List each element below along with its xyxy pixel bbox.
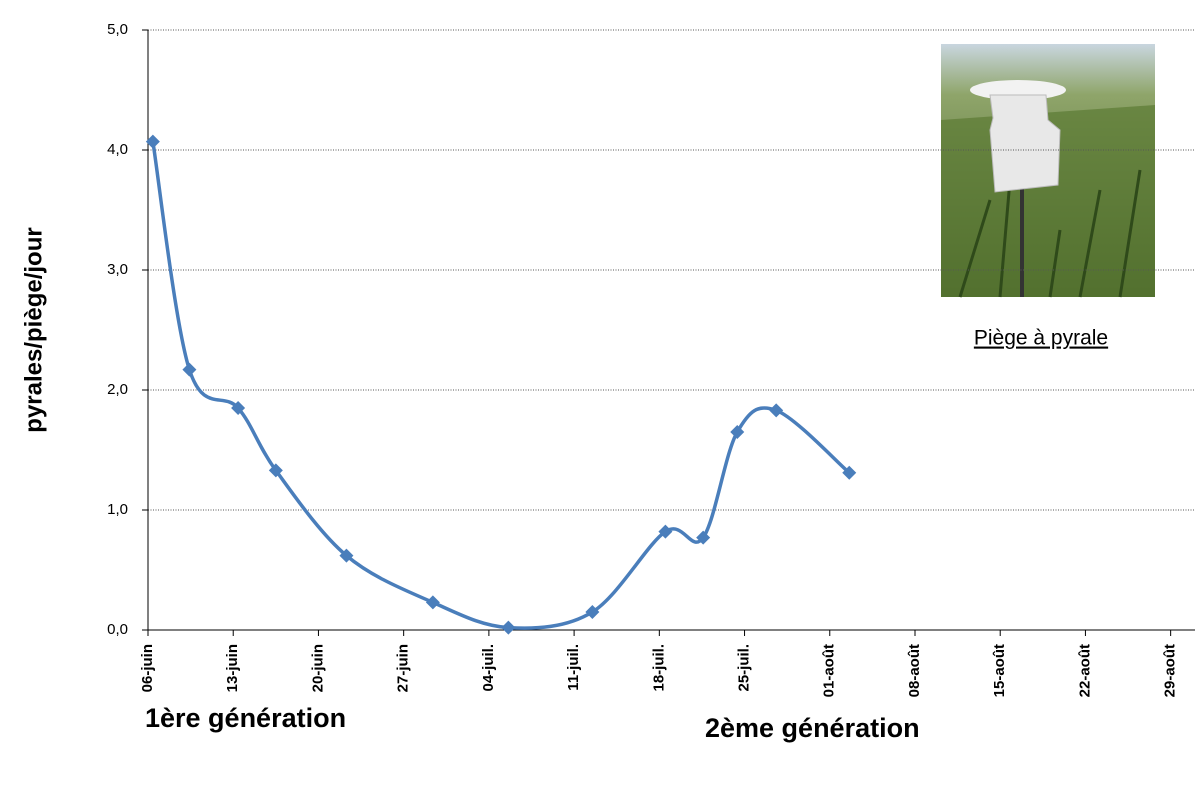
x-tick-label: 27-juin <box>395 644 412 692</box>
photo-caption: Piège à pyrale <box>974 327 1108 350</box>
x-tick-label: 20-juin <box>309 644 326 692</box>
marker <box>425 595 440 610</box>
marker <box>339 548 354 563</box>
marker <box>696 530 711 545</box>
trap-photo <box>941 44 1155 298</box>
x-tick-label: 25-juil. <box>736 644 753 692</box>
x-tick-label: 01-août <box>821 644 838 697</box>
marker <box>145 134 160 149</box>
x-tick-label: 08-août <box>906 644 923 697</box>
y-axis-title: pyrales/piège/jour <box>20 227 47 432</box>
y-tick-label: 4,0 <box>107 141 128 158</box>
y-tick-label: 1,0 <box>107 501 128 518</box>
x-tick-label: 04-juil. <box>480 644 497 692</box>
marker <box>268 463 283 478</box>
marker <box>842 465 857 480</box>
x-tick-label: 13-juin <box>224 644 241 692</box>
marker <box>231 401 246 415</box>
x-tick-label: 15-août <box>991 644 1008 697</box>
y-tick-label: 0,0 <box>107 621 128 638</box>
marker <box>182 362 197 377</box>
x-tick-label: 06-juin <box>139 644 156 692</box>
marker <box>658 524 673 539</box>
x-tick-label: 22-août <box>1076 644 1093 697</box>
marker <box>585 605 600 619</box>
x-tick-label: 18-juil. <box>650 644 667 692</box>
y-tick-label: 5,0 <box>107 21 128 38</box>
y-tick-label: 2,0 <box>107 381 128 398</box>
generation-label: 1ère génération <box>145 703 346 733</box>
line <box>151 141 851 630</box>
x-tick-label: 11-juil. <box>565 644 582 691</box>
marker <box>730 425 745 439</box>
marker <box>501 620 516 635</box>
x-tick-label: 29-août <box>1162 644 1179 697</box>
marker <box>769 403 784 418</box>
generation-label: 2ème génération <box>705 713 920 743</box>
y-tick-label: 3,0 <box>107 261 128 278</box>
